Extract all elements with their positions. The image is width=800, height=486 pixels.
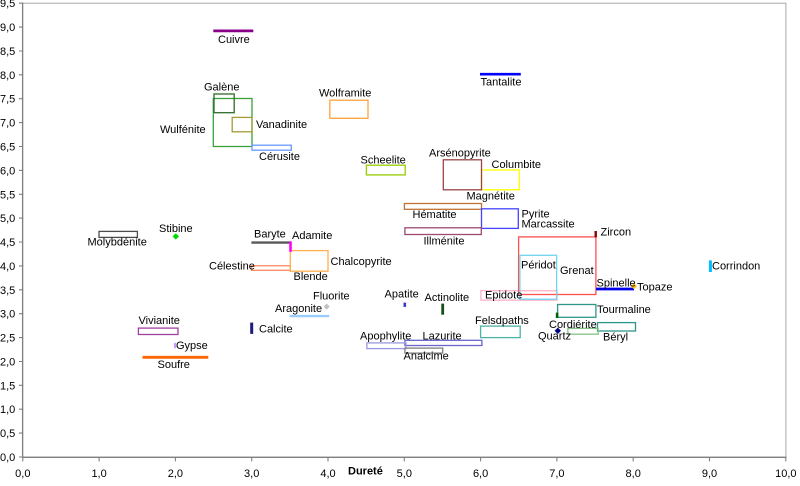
svg-text:7,0: 7,0 [549,468,564,480]
svg-text:Arsénopyrite: Arsénopyrite [429,148,491,160]
svg-text:Célestine: Célestine [209,261,255,273]
svg-text:Quartz: Quartz [538,331,571,343]
svg-text:5,0: 5,0 [0,213,15,225]
svg-text:10,0: 10,0 [775,468,796,480]
svg-text:Gypse: Gypse [176,340,208,352]
svg-text:1,0: 1,0 [91,468,106,480]
svg-text:5,0: 5,0 [397,468,412,480]
svg-text:Tourmaline: Tourmaline [597,304,651,316]
svg-text:Cordiérite: Cordiérite [549,319,597,331]
svg-text:8,0: 8,0 [0,70,15,82]
svg-text:9,5: 9,5 [0,0,15,10]
svg-text:Adamite: Adamite [292,230,332,242]
svg-text:0,5: 0,5 [0,428,15,440]
svg-text:Grenat: Grenat [560,265,594,277]
svg-text:Marcassite: Marcassite [522,218,575,230]
svg-text:6,0: 6,0 [0,165,15,177]
svg-text:Péridot: Péridot [521,260,556,272]
svg-text:Vanadinite: Vanadinite [256,119,307,131]
svg-text:Calcite: Calcite [259,324,293,336]
svg-text:Columbite: Columbite [492,159,542,171]
svg-text:Dureté: Dureté [348,466,383,478]
svg-text:Pyrite: Pyrite [522,209,550,221]
svg-text:2,0: 2,0 [168,468,183,480]
svg-text:Hématite: Hématite [413,209,457,221]
svg-text:Wolframite: Wolframite [319,88,371,100]
svg-text:Aragonite: Aragonite [275,303,322,315]
svg-text:Wulfénite: Wulfénite [160,124,206,136]
svg-text:6,0: 6,0 [473,468,488,480]
svg-text:Topaze: Topaze [637,282,672,294]
svg-text:Tantalite: Tantalite [481,77,522,89]
svg-text:Baryte: Baryte [254,229,286,241]
svg-text:Béryl: Béryl [603,332,628,344]
svg-text:7,5: 7,5 [0,94,15,106]
svg-text:Felsdpaths: Felsdpaths [475,315,529,327]
svg-text:Spinelle: Spinelle [597,278,636,290]
svg-text:9,0: 9,0 [702,468,717,480]
svg-text:Cuivre: Cuivre [218,34,250,46]
svg-text:Soufre: Soufre [158,359,190,371]
svg-text:Analcime: Analcime [404,351,449,363]
svg-text:3,0: 3,0 [0,309,15,321]
svg-text:4,5: 4,5 [0,237,15,249]
svg-text:8,5: 8,5 [0,46,15,58]
svg-text:6,5: 6,5 [0,142,15,154]
svg-text:Stibine: Stibine [159,223,193,235]
svg-text:Chalcopyrite: Chalcopyrite [331,256,392,268]
svg-text:Zircon: Zircon [601,227,632,239]
svg-text:3,0: 3,0 [244,468,259,480]
svg-text:0,0: 0,0 [15,468,30,480]
svg-text:Magnétite: Magnétite [467,191,515,203]
svg-text:Galène: Galène [204,82,239,94]
svg-text:5,5: 5,5 [0,189,15,201]
svg-text:1,5: 1,5 [0,380,15,392]
svg-text:Actinolite: Actinolite [425,292,470,304]
svg-text:Scheelite: Scheelite [361,155,406,167]
svg-text:Vivianite: Vivianite [139,315,180,327]
svg-text:4,0: 4,0 [0,261,15,273]
svg-text:3,5: 3,5 [0,285,15,297]
svg-text:2,0: 2,0 [0,357,15,369]
svg-text:Corrindon: Corrindon [712,261,760,273]
svg-text:1,0: 1,0 [0,404,15,416]
svg-text:4,0: 4,0 [320,468,335,480]
svg-text:7,0: 7,0 [0,118,15,130]
svg-text:9,0: 9,0 [0,22,15,34]
svg-text:Cérusite: Cérusite [259,151,300,163]
svg-text:8,0: 8,0 [626,468,641,480]
svg-text:Blende: Blende [294,271,328,283]
svg-text:Molybdénite: Molybdénite [88,237,147,249]
svg-text:Epidote: Epidote [485,290,522,302]
svg-text:Apatite: Apatite [385,289,419,301]
svg-text:2,5: 2,5 [0,333,15,345]
svg-text:Illménite: Illménite [424,236,465,248]
svg-text:Fluorite: Fluorite [313,291,350,303]
svg-text:Apophylite: Apophylite [360,331,411,343]
svg-text:0,0: 0,0 [0,452,15,464]
svg-text:Lazurite: Lazurite [423,331,462,343]
